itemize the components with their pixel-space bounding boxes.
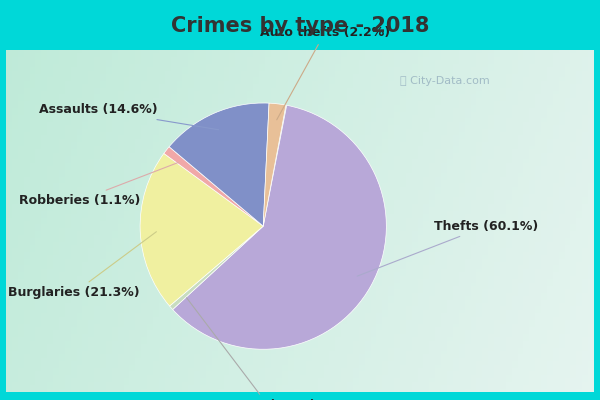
Text: Assaults (14.6%): Assaults (14.6%) <box>38 103 218 130</box>
Wedge shape <box>164 147 263 226</box>
Text: Crimes by type - 2018: Crimes by type - 2018 <box>171 16 429 36</box>
Text: Burglaries (21.3%): Burglaries (21.3%) <box>8 232 157 299</box>
Wedge shape <box>263 103 286 226</box>
Wedge shape <box>173 105 386 349</box>
Wedge shape <box>140 154 263 306</box>
Text: Auto thefts (2.2%): Auto thefts (2.2%) <box>260 26 390 120</box>
Text: Thefts (60.1%): Thefts (60.1%) <box>357 220 538 276</box>
Text: Rapes (0.6%): Rapes (0.6%) <box>187 298 315 400</box>
Text: ⓘ City-Data.com: ⓘ City-Data.com <box>400 76 490 86</box>
Wedge shape <box>170 226 263 310</box>
Text: Robberies (1.1%): Robberies (1.1%) <box>19 162 178 207</box>
Wedge shape <box>169 103 269 226</box>
